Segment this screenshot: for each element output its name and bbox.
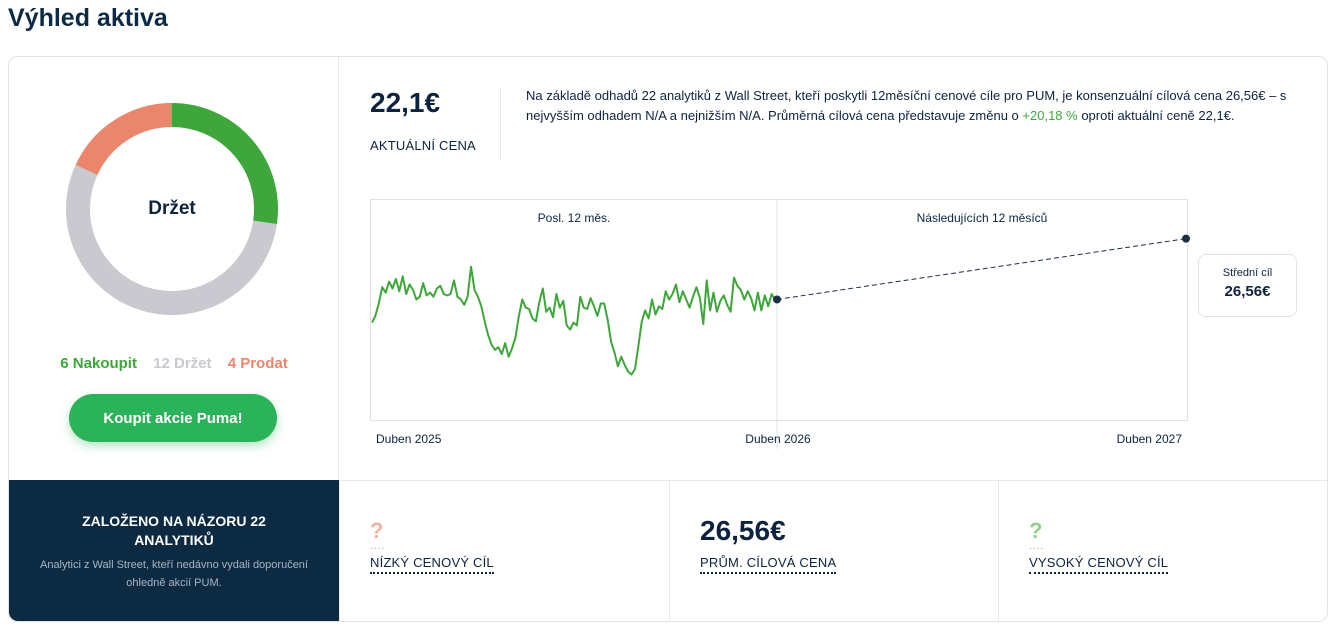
mean-target-value: 26,56€	[1224, 283, 1271, 300]
hold-count: 12 Držet	[153, 355, 212, 372]
high-target-label[interactable]: VYSOKÝ CENOVÝ CÍL	[1029, 555, 1169, 574]
low-target-label[interactable]: NÍZKÝ CENOVÝ CÍL	[370, 555, 494, 574]
x-label-end: Duben 2027	[1117, 432, 1183, 446]
donut-segment-buy	[171, 103, 278, 225]
asset-outlook-card: Držet 6 Nakoupit 12 Držet 4 Prodat Koupi…	[8, 56, 1328, 622]
rating-donut-chart	[66, 103, 278, 315]
donut-segment-sell	[75, 103, 173, 176]
price-forecast-chart: Posl. 12 měs. Následujících 12 měsíců Du…	[370, 199, 1190, 449]
high-target-dots: ....	[1029, 541, 1045, 552]
current-price-value: 22,1€	[370, 87, 441, 118]
avg-target-value: 26,56€	[700, 515, 786, 546]
x-label-mid: Duben 2026	[745, 432, 811, 446]
high-target-cell: ? .... VYSOKÝ CENOVÝ CÍL	[998, 480, 1327, 621]
price-forecast-panel: 22,1€ AKTUÁLNÍ CENA Na základě odhadů 22…	[340, 57, 1327, 480]
mean-target-label: Střední cíl	[1222, 267, 1273, 279]
current-price-point	[773, 295, 781, 304]
forecast-summary: Na základě odhadů 22 analytiků z Wall St…	[526, 86, 1296, 126]
sell-count: 4 Prodat	[227, 355, 288, 372]
summary-text-end: oproti aktuální ceně 22,1€.	[1077, 108, 1235, 123]
low-target-dots: ....	[370, 541, 386, 552]
price-history-line	[371, 265, 776, 376]
rating-counts: 6 Nakoupit 12 Držet 4 Prodat	[9, 355, 339, 372]
buy-count: 6 Nakoupit	[60, 355, 137, 372]
analyst-basis-subtitle: Analytici z Wall Street, kteří nedávno v…	[39, 559, 308, 589]
high-target-value: ?	[1029, 518, 1043, 543]
analyst-basis-title: ZALOŽENO NA NÁZORU 22 ANALYTIKŮ	[82, 513, 266, 548]
chart-frame	[370, 199, 1188, 421]
rating-consensus-label: Držet	[148, 198, 196, 219]
rating-donut: Držet	[62, 99, 282, 319]
x-label-start: Duben 2025	[376, 432, 442, 446]
projection-line	[776, 238, 1187, 300]
summary-change: +20,18 %	[1022, 108, 1078, 123]
mean-target-point	[1182, 234, 1190, 243]
section-label-past: Posl. 12 měs.	[538, 211, 611, 225]
current-price-label: AKTUÁLNÍ CENA	[370, 138, 476, 153]
analyst-basis-panel: ZALOŽENO NA NÁZORU 22 ANALYTIKŮ Analytic…	[9, 480, 339, 621]
buy-stock-button[interactable]: Koupit akcie Puma!	[69, 394, 277, 442]
donut-segment-hold	[66, 164, 277, 315]
section-label-future: Následujících 12 měsíců	[917, 211, 1048, 225]
low-target-cell: ? .... NÍZKÝ CENOVÝ CÍL	[339, 480, 669, 621]
avg-target-cell: 26,56€ PRŮM. CÍLOVÁ CENA	[669, 480, 998, 621]
page-title: Výhled aktiva	[8, 4, 168, 32]
analyst-rating-panel: Držet 6 Nakoupit 12 Držet 4 Prodat Koupi…	[9, 57, 339, 480]
low-target-value: ?	[370, 518, 384, 543]
avg-target-label[interactable]: PRŮM. CÍLOVÁ CENA	[700, 555, 837, 574]
mean-target-box: Střední cíl 26,56€	[1198, 254, 1297, 317]
divider	[500, 87, 501, 159]
summary-text: Na základě odhadů 22 analytiků z Wall St…	[526, 88, 1287, 123]
